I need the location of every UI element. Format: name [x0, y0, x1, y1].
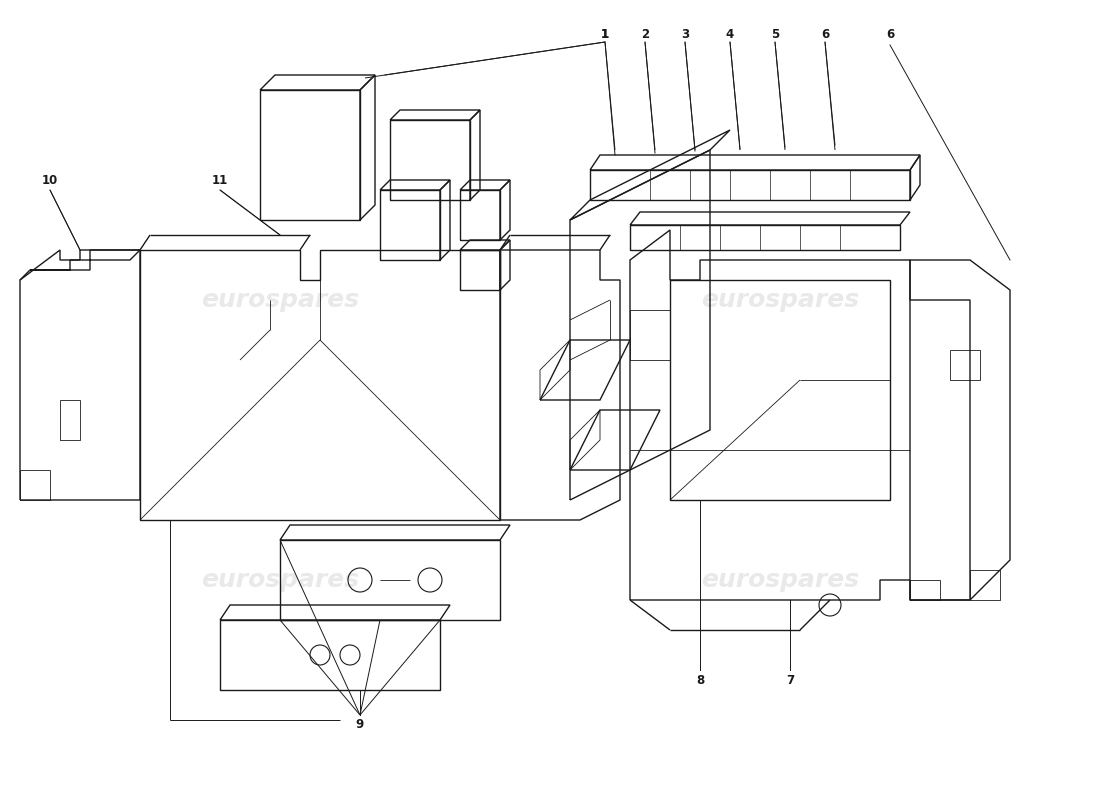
Text: 5: 5 [771, 29, 779, 42]
Text: 6: 6 [886, 29, 894, 42]
Text: eurospares: eurospares [201, 568, 359, 592]
Text: 10: 10 [42, 174, 58, 186]
Text: 1: 1 [601, 29, 609, 42]
Text: 7: 7 [785, 674, 794, 686]
Text: 9: 9 [356, 718, 364, 731]
Text: 1: 1 [601, 29, 609, 42]
Text: 11: 11 [212, 174, 228, 186]
Text: 4: 4 [726, 29, 734, 42]
Text: eurospares: eurospares [701, 288, 859, 312]
Text: 6: 6 [821, 29, 829, 42]
Text: 8: 8 [696, 674, 704, 686]
Text: eurospares: eurospares [701, 568, 859, 592]
Text: eurospares: eurospares [201, 288, 359, 312]
Text: 2: 2 [641, 29, 649, 42]
Text: 3: 3 [681, 29, 689, 42]
